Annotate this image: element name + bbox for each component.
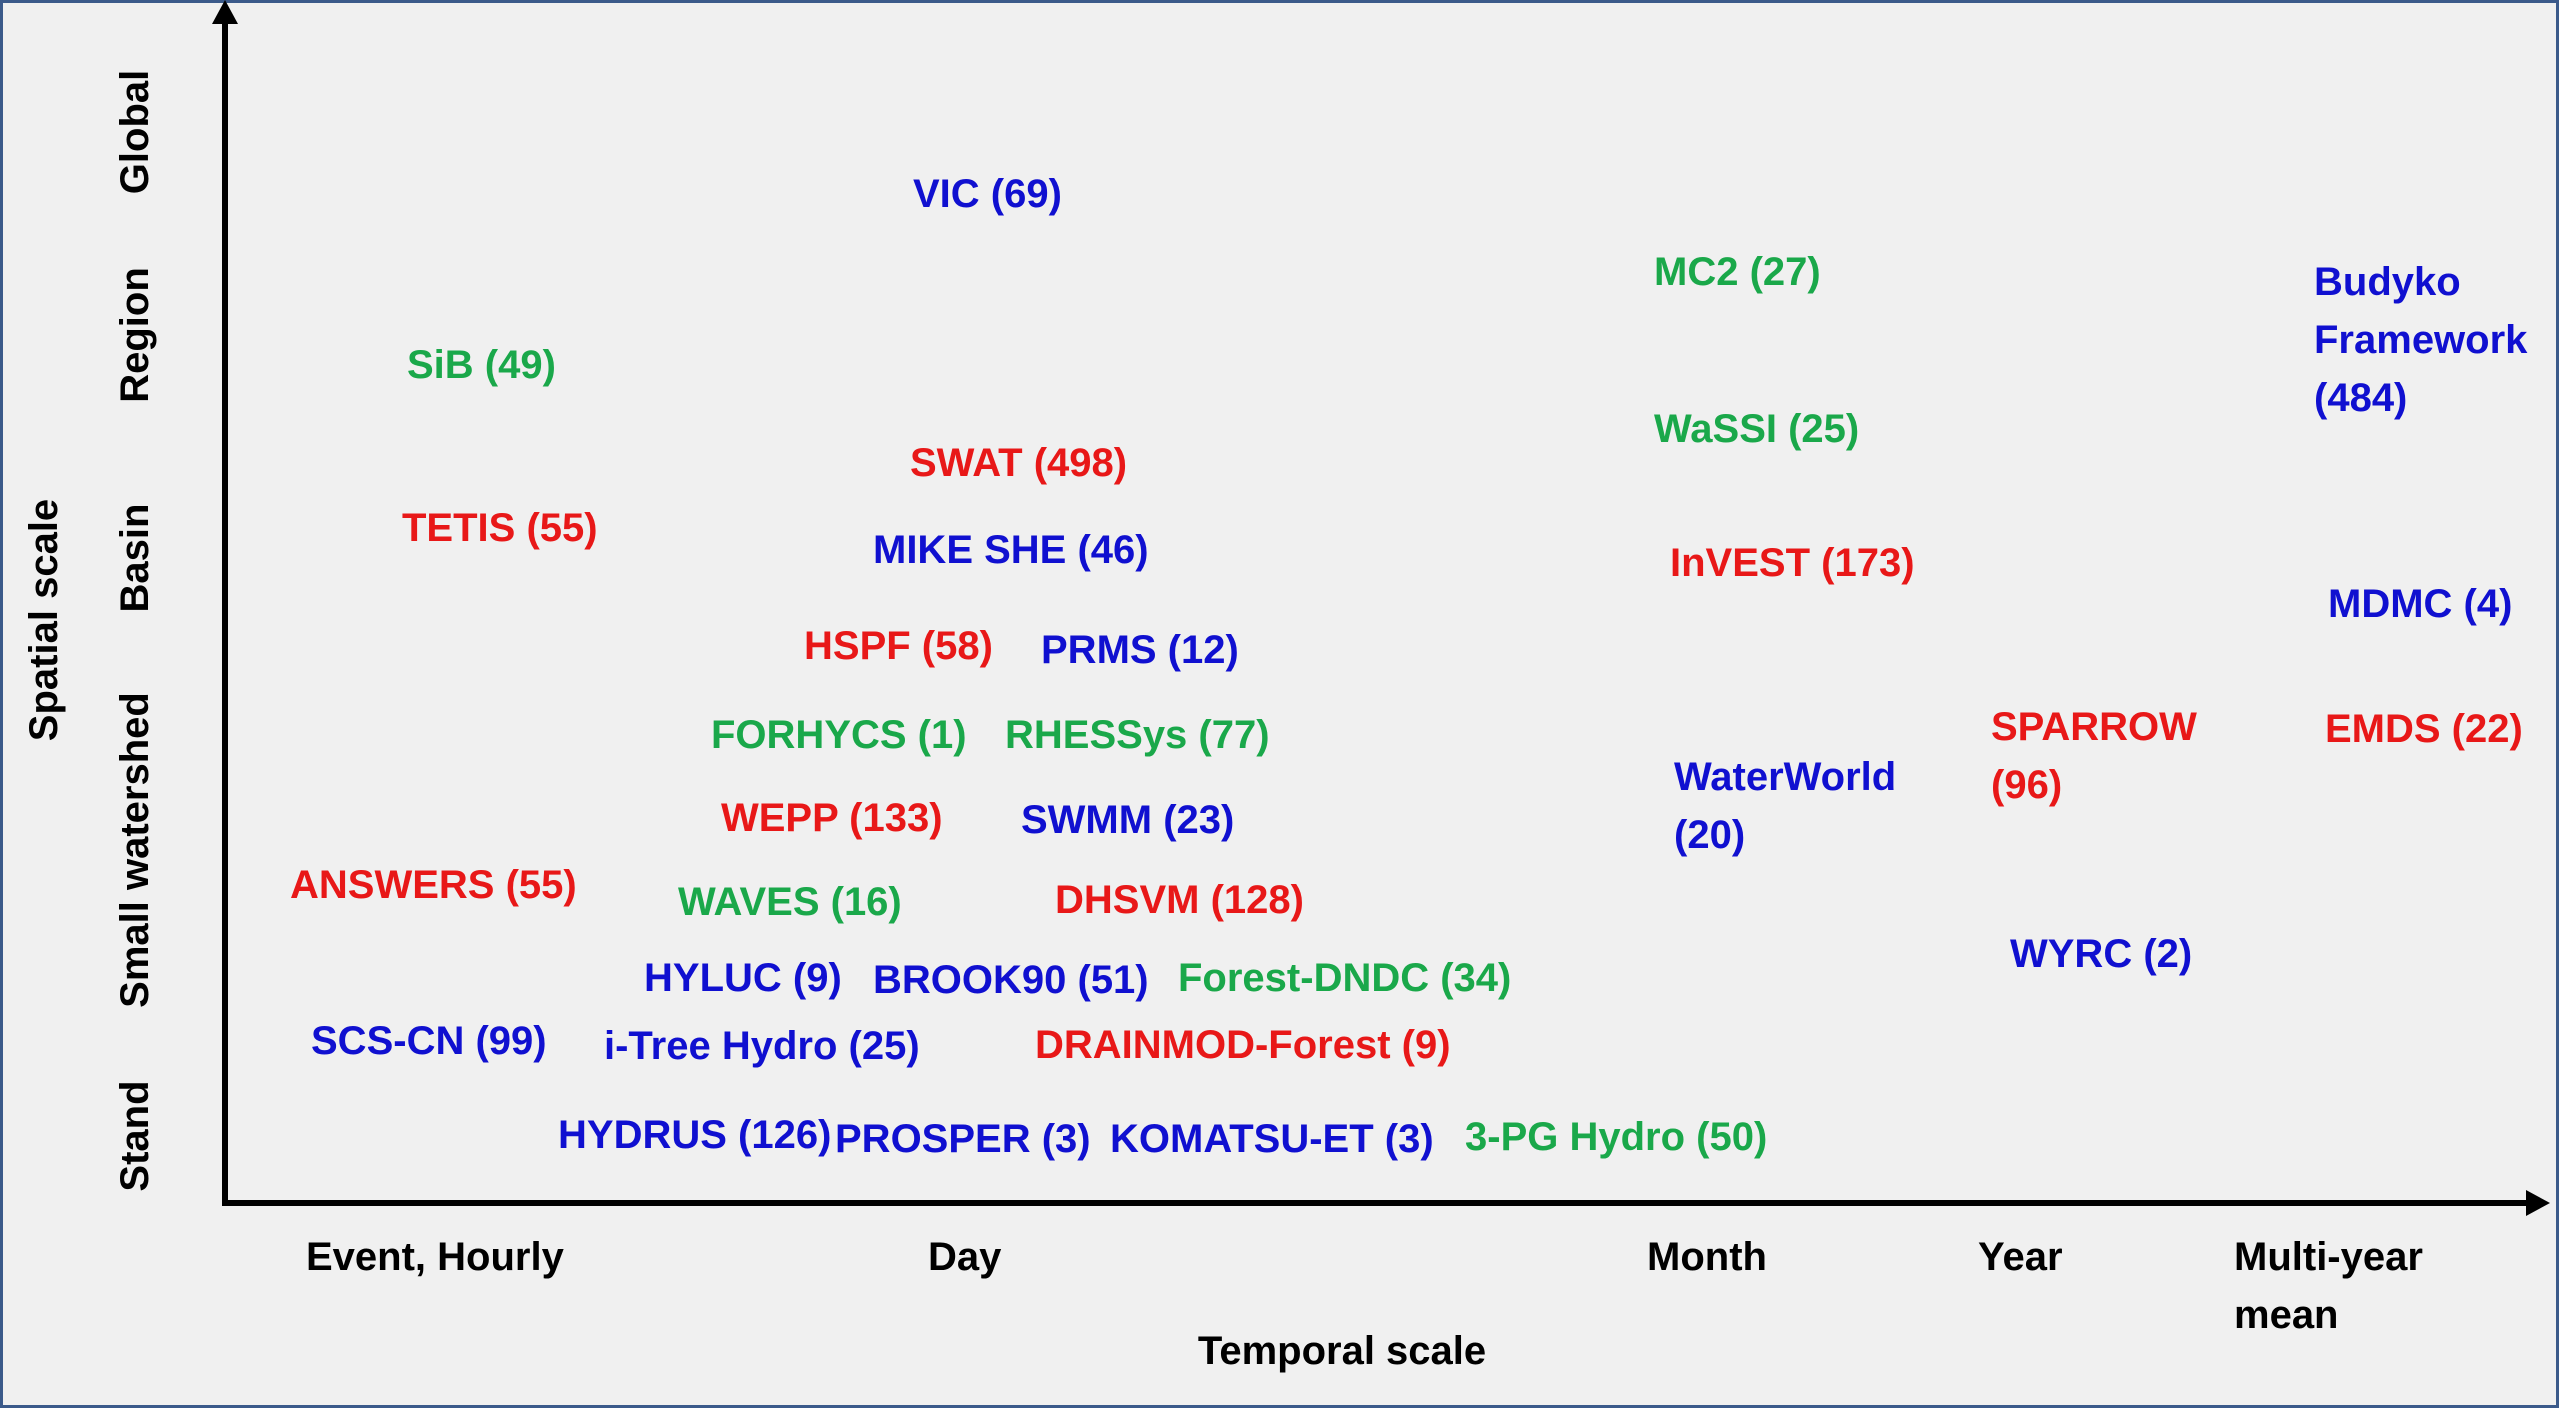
model-label-line: Forest-DNDC (34) bbox=[1178, 956, 1511, 1000]
axes bbox=[212, 0, 2550, 1216]
model-label-line: SWMM (23) bbox=[1021, 798, 1234, 842]
x-tick-line: Year bbox=[1978, 1235, 2063, 1279]
model-label-invest: InVEST (173) bbox=[1670, 541, 1915, 585]
y-tick-small-watershed: Small watershed bbox=[113, 692, 157, 1008]
model-label-line: RHESSys (77) bbox=[1005, 713, 1270, 757]
model-label-line: DHSVM (128) bbox=[1055, 878, 1304, 922]
model-label-sparrow: SPARROW (96) bbox=[1991, 705, 2197, 807]
model-label-waterworld: WaterWorld (20) bbox=[1674, 755, 1896, 857]
model-label-line: PRMS (12) bbox=[1041, 628, 1239, 672]
model-label-line: Framework bbox=[2314, 318, 2528, 362]
model-label-forhycs: FORHYCS (1) bbox=[711, 713, 967, 757]
model-label-budyko: Budyko Framework (484) bbox=[2314, 260, 2528, 420]
model-label-emds: EMDS (22) bbox=[2325, 707, 2523, 751]
x-tick-month: Month bbox=[1647, 1235, 1767, 1279]
model-label-line: WEPP (133) bbox=[721, 796, 943, 840]
model-label-line: WaSSI (25) bbox=[1654, 407, 1859, 451]
y-axis-title: Spatial scale bbox=[22, 499, 66, 741]
x-tick-line: mean bbox=[2234, 1293, 2339, 1337]
model-label-line: SPARROW bbox=[1991, 705, 2197, 749]
y-axis-tick-labels: Global Region Basin Small watershed Stand bbox=[113, 70, 157, 1192]
model-label-answers: ANSWERS (55) bbox=[290, 863, 577, 907]
model-label-hyluc: HYLUC (9) bbox=[644, 956, 842, 1000]
model-label-line: MDMC (4) bbox=[2328, 582, 2512, 626]
model-label-line: BROOK90 (51) bbox=[873, 958, 1149, 1002]
model-label-line: WAVES (16) bbox=[678, 880, 902, 924]
model-label-hydrus: HYDRUS (126) bbox=[558, 1113, 831, 1157]
model-label-prms: PRMS (12) bbox=[1041, 628, 1239, 672]
model-label-dhsvm: DHSVM (128) bbox=[1055, 878, 1304, 922]
model-label-mdmc: MDMC (4) bbox=[2328, 582, 2512, 626]
model-label-line: HYLUC (9) bbox=[644, 956, 842, 1000]
model-label-line: 3-PG Hydro (50) bbox=[1465, 1115, 1767, 1159]
x-tick-event-hourly: Event, Hourly bbox=[306, 1235, 565, 1279]
x-tick-line: Event, Hourly bbox=[306, 1235, 565, 1279]
model-label-line: InVEST (173) bbox=[1670, 541, 1915, 585]
model-label-sib: SiB (49) bbox=[407, 343, 556, 387]
model-label-wassi: WaSSI (25) bbox=[1654, 407, 1859, 451]
x-tick-line: Month bbox=[1647, 1235, 1767, 1279]
model-label-vic: VIC (69) bbox=[913, 172, 1062, 216]
model-label-line: EMDS (22) bbox=[2325, 707, 2523, 751]
model-label-scs-cn: SCS-CN (99) bbox=[311, 1019, 547, 1063]
y-tick-global: Global bbox=[113, 70, 157, 194]
model-label-line: SCS-CN (99) bbox=[311, 1019, 547, 1063]
x-axis-tick-labels: Event, Hourly Day Month Year Multi-year mean bbox=[306, 1235, 2423, 1337]
model-label-komatsu-et: KOMATSU-ET (3) bbox=[1110, 1117, 1434, 1161]
model-label-line: TETIS (55) bbox=[402, 506, 598, 550]
model-label-line: SWAT (498) bbox=[910, 441, 1127, 485]
model-label-line: HYDRUS (126) bbox=[558, 1113, 831, 1157]
model-label-wyrc: WYRC (2) bbox=[2010, 932, 2192, 976]
model-label-wepp: WEPP (133) bbox=[721, 796, 943, 840]
model-label-line: Budyko bbox=[2314, 260, 2461, 304]
model-label-line: MIKE SHE (46) bbox=[873, 528, 1149, 572]
model-label-line: FORHYCS (1) bbox=[711, 713, 967, 757]
model-label-line: VIC (69) bbox=[913, 172, 1062, 216]
y-tick-basin: Basin bbox=[113, 504, 157, 613]
model-label-rhessys: RHESSys (77) bbox=[1005, 713, 1270, 757]
model-label-line: SiB (49) bbox=[407, 343, 556, 387]
model-label-swmm: SWMM (23) bbox=[1021, 798, 1234, 842]
model-label-i-tree-hydro: i-Tree Hydro (25) bbox=[604, 1024, 920, 1068]
model-label-line: ANSWERS (55) bbox=[290, 863, 577, 907]
x-tick-day: Day bbox=[928, 1235, 1002, 1279]
model-label-drainmod-forest: DRAINMOD-Forest (9) bbox=[1035, 1023, 1451, 1067]
model-label-line: WaterWorld bbox=[1674, 755, 1896, 799]
model-label-line: (484) bbox=[2314, 376, 2407, 420]
model-label-line: i-Tree Hydro (25) bbox=[604, 1024, 920, 1068]
y-tick-stand: Stand bbox=[113, 1080, 157, 1191]
model-label-line: DRAINMOD-Forest (9) bbox=[1035, 1023, 1451, 1067]
model-label-swat: SWAT (498) bbox=[910, 441, 1127, 485]
x-tick-multi-year-mean: Multi-year mean bbox=[2234, 1235, 2423, 1337]
model-label-mc2: MC2 (27) bbox=[1654, 250, 1821, 294]
x-axis-title: Temporal scale bbox=[1198, 1329, 1486, 1373]
model-label-line: WYRC (2) bbox=[2010, 932, 2192, 976]
x-tick-year: Year bbox=[1978, 1235, 2063, 1279]
model-label-line: (96) bbox=[1991, 763, 2062, 807]
model-label-brook90: BROOK90 (51) bbox=[873, 958, 1149, 1002]
model-label-line: MC2 (27) bbox=[1654, 250, 1821, 294]
model-label-3-pg-hydro: 3-PG Hydro (50) bbox=[1465, 1115, 1767, 1159]
model-label-forest-dndc: Forest-DNDC (34) bbox=[1178, 956, 1511, 1000]
model-label-prosper: PROSPER (3) bbox=[835, 1117, 1091, 1161]
x-tick-line: Day bbox=[928, 1235, 1002, 1279]
model-label-line: (20) bbox=[1674, 813, 1745, 857]
model-label-tetis: TETIS (55) bbox=[402, 506, 598, 550]
model-label-line: PROSPER (3) bbox=[835, 1117, 1091, 1161]
x-axis-arrowhead bbox=[2526, 1190, 2550, 1216]
model-label-waves: WAVES (16) bbox=[678, 880, 902, 924]
x-tick-line: Multi-year bbox=[2234, 1235, 2423, 1279]
model-label-line: KOMATSU-ET (3) bbox=[1110, 1117, 1434, 1161]
model-label-mike-she: MIKE SHE (46) bbox=[873, 528, 1149, 572]
y-tick-region: Region bbox=[113, 267, 157, 403]
model-label-hspf: HSPF (58) bbox=[804, 624, 993, 668]
model-labels: VIC (69) MC2 (27) Budyko Framework (484) SiB … bbox=[290, 172, 2528, 1161]
model-label-line: HSPF (58) bbox=[804, 624, 993, 668]
y-axis-arrowhead bbox=[212, 0, 238, 24]
